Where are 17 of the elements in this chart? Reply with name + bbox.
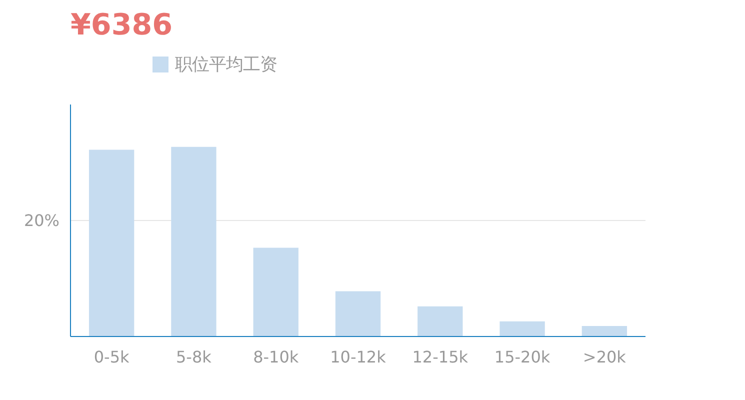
bar — [335, 291, 381, 336]
bar — [253, 248, 298, 336]
x-tick-label: 0-5k — [94, 348, 130, 366]
x-tick-label: 10-12k — [330, 348, 387, 366]
x-tick-label: >20k — [582, 348, 627, 366]
chart-title: ¥6386 — [70, 8, 173, 42]
bar — [418, 306, 463, 336]
bar — [500, 321, 545, 336]
bar — [88, 150, 134, 336]
y-tick-label: 20% — [24, 211, 60, 230]
bar — [171, 146, 216, 336]
x-tick-label: 15-20k — [494, 348, 551, 366]
bar — [582, 326, 628, 336]
x-tick-label: 12-15k — [412, 348, 469, 366]
x-tick-label: 5-8k — [176, 348, 212, 366]
legend-label: 职位平均工资 — [175, 54, 277, 76]
x-tick-label: 8-10k — [253, 348, 300, 366]
